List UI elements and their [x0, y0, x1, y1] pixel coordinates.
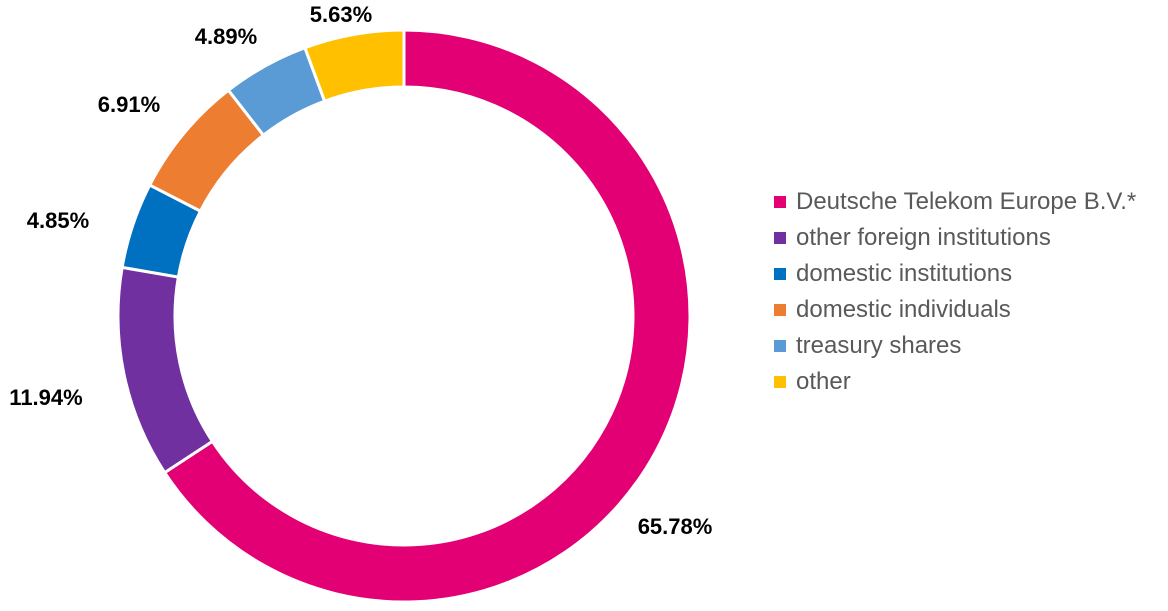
data-label-other-foreign-institutions: 11.94% — [9, 385, 82, 410]
data-label-other: 5.63% — [310, 2, 372, 27]
legend-swatch — [774, 340, 786, 352]
slice-deutsche-telekom-europe-b-v — [162, 28, 692, 604]
slice-other — [302, 28, 406, 104]
legend-label: domestic individuals — [796, 296, 1011, 323]
slice-other-foreign-institutions — [116, 265, 215, 475]
legend-label: treasury shares — [796, 332, 962, 359]
data-label-deutsche-telekom-europe-b-v: 65.78% — [638, 514, 713, 539]
legend-item-other: other — [774, 364, 1136, 400]
legend-label: Deutsche Telekom Europe B.V.* — [796, 188, 1137, 215]
legend-swatch — [774, 268, 786, 280]
legend-item-other-foreign-institutions: other foreign institutions — [774, 220, 1136, 256]
legend-swatch — [774, 376, 786, 388]
legend-label: domestic institutions — [796, 260, 1013, 287]
data-label-domestic-individuals: 6.91% — [98, 92, 160, 117]
legend-item-deutsche-telekom-europe-b-v: Deutsche Telekom Europe B.V.* — [774, 184, 1136, 220]
data-labels: 65.78% 11.94% 4.85% 6.91% 4.89% 5.63% — [9, 2, 712, 539]
legend-label: other foreign institutions — [796, 224, 1051, 251]
legend-label: other — [796, 368, 851, 395]
legend-swatch — [774, 232, 786, 244]
data-label-domestic-institutions: 4.85% — [27, 208, 89, 233]
legend-item-domestic-individuals: domestic individuals — [774, 292, 1136, 328]
legend-swatch — [774, 196, 786, 208]
data-label-treasury-shares: 4.89% — [195, 24, 257, 49]
donut-slices — [116, 28, 692, 604]
legend-item-treasury-shares: treasury shares — [774, 328, 1136, 364]
chart-legend: Deutsche Telekom Europe B.V.* other forei… — [774, 184, 1136, 400]
legend-swatch — [774, 304, 786, 316]
legend-item-domestic-institutions: domestic institutions — [774, 256, 1136, 292]
